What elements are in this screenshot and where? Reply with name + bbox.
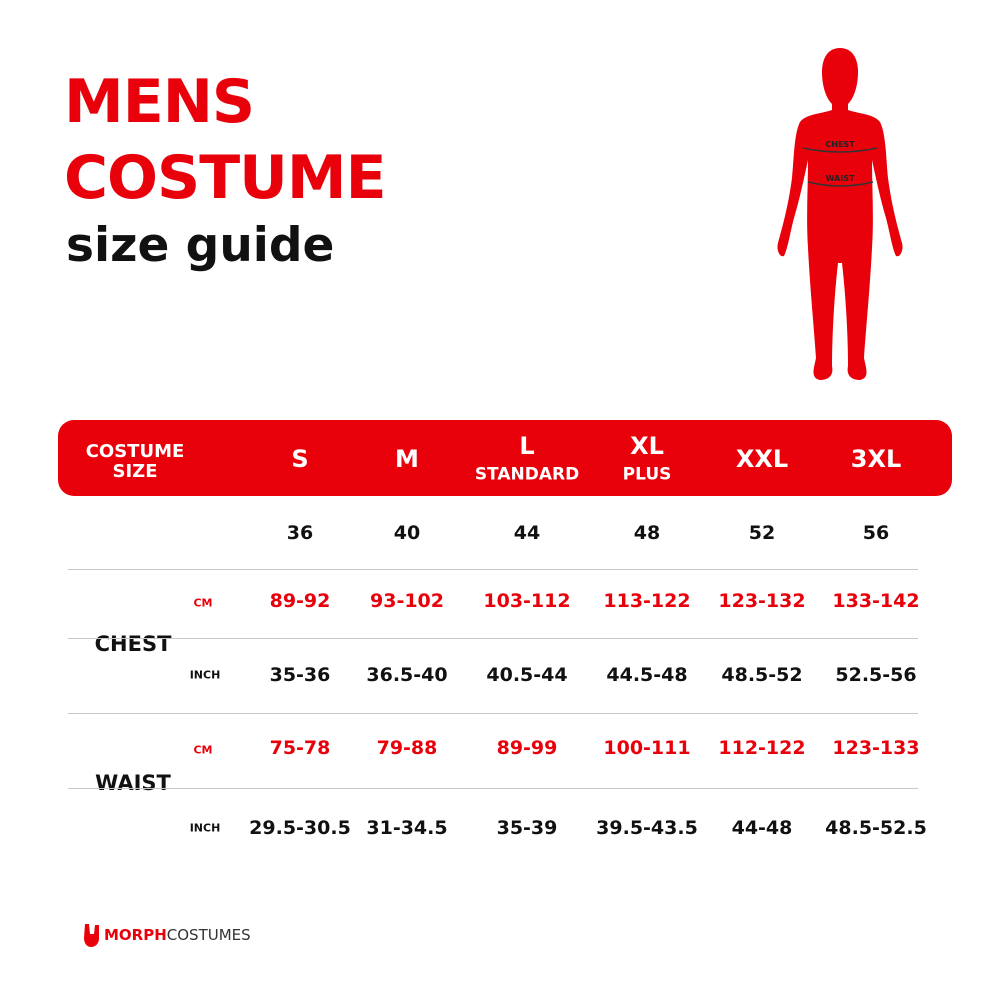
body-silhouette-icon: CHEST WAIST xyxy=(777,48,903,380)
unit-inch: INCH xyxy=(189,668,221,682)
size-number: 40 xyxy=(393,522,421,544)
divider xyxy=(68,713,918,714)
morph-costumes-logo: MORPH COSTUMES xyxy=(82,922,251,948)
figure-chest-label: CHEST xyxy=(825,140,855,149)
cell-cm: 123-132 xyxy=(718,590,806,612)
cell-cm: 133-142 xyxy=(832,590,920,612)
header-size-XXL: XXL xyxy=(735,445,789,473)
header-costume-size: COSTUME SIZE xyxy=(86,442,185,482)
size-number: 52 xyxy=(748,522,776,544)
title-costume: COSTUME xyxy=(64,143,387,213)
cell-cm: 75-78 xyxy=(269,737,331,759)
cell-cm: 89-99 xyxy=(496,737,558,759)
cell-inch: 52.5-56 xyxy=(835,664,917,686)
cell-cm: 89-92 xyxy=(269,590,331,612)
cell-inch: 31-34.5 xyxy=(366,817,448,839)
cell-cm: 112-122 xyxy=(718,737,806,759)
header-size-sub: PLUS xyxy=(622,464,672,485)
cell-cm: 100-111 xyxy=(603,737,691,759)
cell-inch: 29.5-30.5 xyxy=(249,817,351,839)
cell-inch: 35-36 xyxy=(269,664,331,686)
size-number: 36 xyxy=(286,522,314,544)
size-number: 56 xyxy=(862,522,890,544)
header-size-text: SIZE xyxy=(112,461,158,482)
cell-cm: 79-88 xyxy=(376,737,438,759)
row-label-chest: CHEST xyxy=(94,632,172,656)
header-size-XL: XL xyxy=(630,432,664,460)
cell-inch: 48.5-52 xyxy=(721,664,803,686)
table-header-bar xyxy=(58,420,952,496)
header-size-M: M xyxy=(395,445,419,473)
figure-waist-label: WAIST xyxy=(826,174,855,183)
divider xyxy=(68,788,918,789)
divider xyxy=(68,569,918,570)
header-size-3XL: 3XL xyxy=(850,445,902,473)
hand-horns-icon xyxy=(84,924,99,947)
header-costume-text: COSTUME xyxy=(85,441,185,463)
cell-cm: 123-133 xyxy=(832,737,920,759)
cell-inch: 35-39 xyxy=(496,817,558,839)
divider xyxy=(68,638,918,639)
cell-cm: 103-112 xyxy=(483,590,571,612)
cell-inch: 39.5-43.5 xyxy=(596,817,698,839)
cell-inch: 40.5-44 xyxy=(486,664,568,686)
cell-inch: 44-48 xyxy=(731,817,793,839)
size-number: 48 xyxy=(633,522,661,544)
header-size-S: S xyxy=(291,445,309,473)
cell-inch: 36.5-40 xyxy=(366,664,448,686)
title-mens: MENS xyxy=(64,67,255,137)
logo-morph: MORPH xyxy=(104,926,167,944)
unit-cm: CM xyxy=(193,743,213,757)
cell-inch: 44.5-48 xyxy=(606,664,688,686)
header-size-L: L xyxy=(519,432,535,460)
unit-inch: INCH xyxy=(189,821,221,835)
unit-cm: CM xyxy=(193,596,213,610)
cell-cm: 113-122 xyxy=(603,590,691,612)
size-number: 44 xyxy=(513,522,541,544)
header-size-sub: STANDARD xyxy=(474,464,580,485)
subtitle-size-guide: size guide xyxy=(66,218,335,273)
cell-cm: 93-102 xyxy=(370,590,444,612)
row-label-waist: WAIST xyxy=(95,771,171,795)
logo-costumes: COSTUMES xyxy=(166,926,251,944)
cell-inch: 48.5-52.5 xyxy=(825,817,927,839)
